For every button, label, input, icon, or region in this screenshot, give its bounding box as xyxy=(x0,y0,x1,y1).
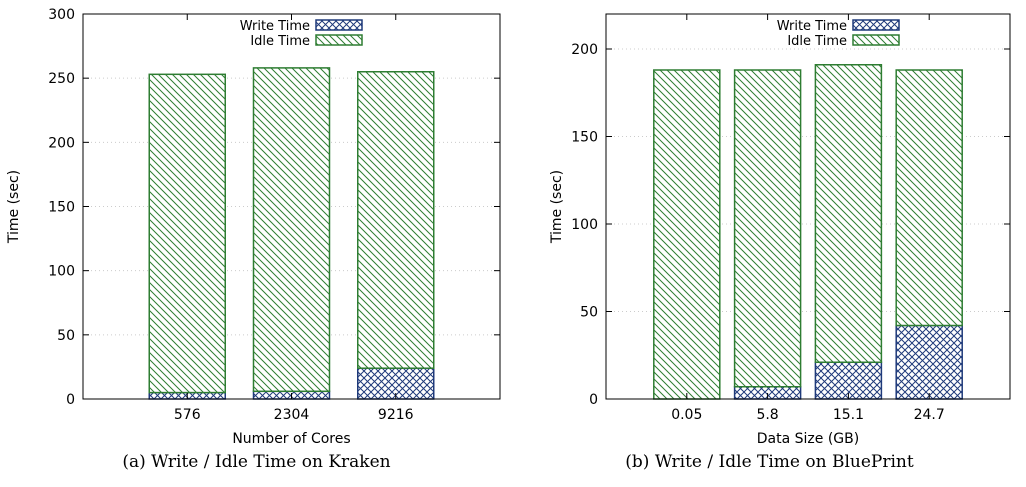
x-tick-label: 2304 xyxy=(274,407,310,423)
x-tick-label: 15.1 xyxy=(833,407,864,423)
y-tick-label: 50 xyxy=(580,305,598,321)
chart-blueprint: 0.05 5.8 15.1 24.7 0 50 100 150 200 Data Size (GB… xyxy=(549,13,1011,447)
bar-idle-time-5-8 xyxy=(733,69,802,388)
legend-swatch-write-time xyxy=(852,19,900,31)
bar-idle-time-576 xyxy=(148,73,226,394)
y-axis-label: Time (sec) xyxy=(549,170,565,244)
y-tick-label: 150 xyxy=(48,200,75,216)
y-tick-label: 200 xyxy=(48,135,75,151)
y-tick-label: 100 xyxy=(571,217,598,233)
bar-idle-time-2304 xyxy=(252,67,331,393)
bar-idle-time-24-7 xyxy=(895,69,963,327)
y-tick-label: 300 xyxy=(48,7,75,23)
legend-label-idle-time: Idle Time xyxy=(250,34,310,49)
legend-swatch-idle-time xyxy=(315,34,363,46)
plot-frame xyxy=(605,13,1011,400)
x-axis-label: Data Size (GB) xyxy=(757,431,859,447)
legend-label-idle-time: Idle Time xyxy=(787,34,847,49)
y-tick-label: 0 xyxy=(589,392,598,408)
bar-write-time-15-1 xyxy=(814,361,883,400)
x-tick-label: 5.8 xyxy=(756,407,778,423)
y-axis-label: Time (sec) xyxy=(6,170,22,244)
y-tick-label: 100 xyxy=(48,264,75,280)
legend-label-write-time: Write Time xyxy=(240,19,310,34)
y-tick-label: 50 xyxy=(57,328,75,344)
y-tick-label: 250 xyxy=(48,71,75,87)
chart-panel-blueprint: 0.05 5.8 15.1 24.7 0 50 100 150 200 Data Size (GB… xyxy=(513,0,1026,487)
plot-frame xyxy=(82,13,501,400)
y-tick-label: 200 xyxy=(571,42,598,58)
x-tick-label: 0.05 xyxy=(671,407,702,423)
legend-swatch-idle-time xyxy=(852,34,900,46)
x-tick-label: 9216 xyxy=(378,407,414,423)
bar-idle-time-0-05 xyxy=(653,69,721,400)
legend-swatch-write-time xyxy=(315,19,363,31)
y-tick-label: 150 xyxy=(571,130,598,146)
chart-panel-kraken: 576 2304 9216 0 50 100 150 200 250 300 Number of C… xyxy=(6,7,501,447)
bar-idle-time-9216 xyxy=(357,71,435,369)
chart-kraken: 576 2304 9216 0 50 100 150 200 250 300 Number of C… xyxy=(6,7,501,447)
caption-blueprint: (b) Write / Idle Time on BluePrint xyxy=(625,452,914,472)
x-axis-label: Number of Cores xyxy=(232,431,350,447)
x-tick-label: 24.7 xyxy=(914,407,945,423)
x-tick-label: 576 xyxy=(174,407,201,423)
bar-idle-time-15-1 xyxy=(814,64,883,363)
caption-kraken: (a) Write / Idle Time on Kraken xyxy=(122,452,391,472)
y-tick-label: 0 xyxy=(66,392,75,408)
legend-label-write-time: Write Time xyxy=(777,19,847,34)
bar-write-time-24-7 xyxy=(895,324,963,400)
